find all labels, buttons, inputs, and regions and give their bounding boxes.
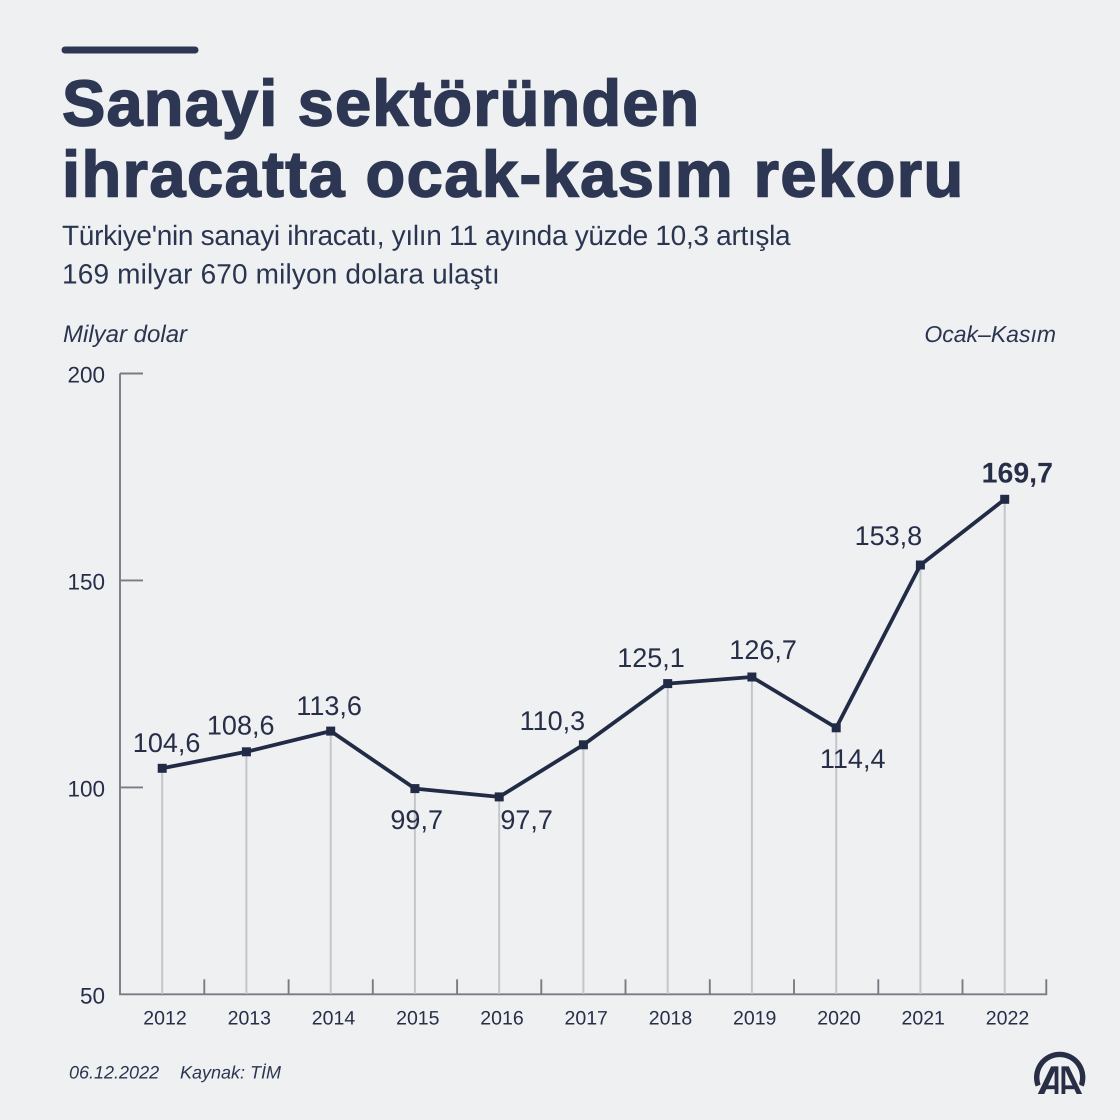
svg-text:97,7: 97,7 — [500, 805, 553, 835]
svg-text:114,4: 114,4 — [820, 744, 886, 774]
svg-text:2020: 2020 — [817, 1008, 861, 1030]
svg-text:153,8: 153,8 — [855, 521, 923, 551]
svg-text:150: 150 — [67, 569, 105, 594]
svg-text:2013: 2013 — [228, 1008, 271, 1030]
svg-text:104,6: 104,6 — [133, 728, 201, 758]
svg-text:2021: 2021 — [902, 1008, 945, 1030]
svg-text:2014: 2014 — [312, 1008, 356, 1030]
svg-text:Türkiye'nin sanayi ihracatı, y: Türkiye'nin sanayi ihracatı, yılın 11 ay… — [62, 220, 791, 251]
svg-text:200: 200 — [67, 363, 105, 388]
svg-text:169,7: 169,7 — [982, 457, 1053, 489]
svg-text:2016: 2016 — [480, 1008, 523, 1030]
svg-text:125,1: 125,1 — [617, 643, 685, 673]
svg-text:50: 50 — [80, 983, 105, 1008]
svg-text:Sanayi sektöründen: Sanayi sektöründen — [62, 67, 700, 140]
svg-text:100: 100 — [67, 776, 105, 801]
svg-text:Ocak–Kasım: Ocak–Kasım — [924, 321, 1056, 347]
svg-text:110,3: 110,3 — [520, 706, 586, 736]
svg-text:06.12.2022: 06.12.2022 — [69, 1063, 159, 1083]
svg-text:2017: 2017 — [565, 1008, 608, 1030]
svg-text:Kaynak: TİM: Kaynak: TİM — [180, 1063, 281, 1083]
svg-text:169 milyar 670 milyon dolara u: 169 milyar 670 milyon dolara ulaştı — [62, 259, 500, 290]
svg-text:2015: 2015 — [396, 1008, 440, 1030]
svg-text:113,6: 113,6 — [296, 691, 362, 721]
svg-text:2012: 2012 — [143, 1008, 186, 1030]
svg-text:108,6: 108,6 — [207, 710, 275, 740]
svg-text:2018: 2018 — [649, 1008, 692, 1030]
svg-text:ihracatta ocak-kasım rekoru: ihracatta ocak-kasım rekoru — [62, 138, 965, 211]
svg-text:99,7: 99,7 — [390, 805, 443, 835]
svg-text:2019: 2019 — [733, 1008, 776, 1030]
svg-text:2022: 2022 — [986, 1008, 1029, 1030]
svg-text:Milyar dolar: Milyar dolar — [63, 321, 188, 348]
svg-text:126,7: 126,7 — [729, 635, 797, 665]
